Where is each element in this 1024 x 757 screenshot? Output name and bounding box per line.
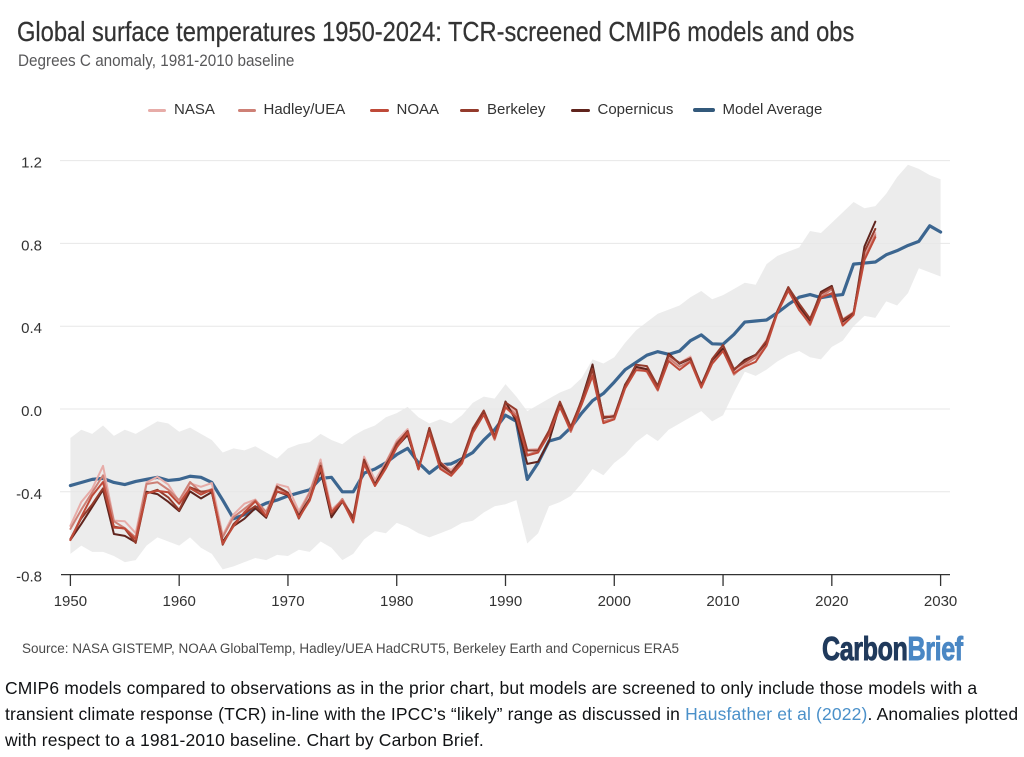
svg-text:2000: 2000 xyxy=(598,593,631,610)
svg-text:1980: 1980 xyxy=(380,593,413,610)
svg-text:0.4: 0.4 xyxy=(21,320,42,337)
svg-text:0.8: 0.8 xyxy=(21,237,42,254)
svg-text:0.0: 0.0 xyxy=(21,403,42,420)
svg-text:2020: 2020 xyxy=(815,593,848,610)
svg-text:2010: 2010 xyxy=(706,593,739,610)
svg-text:1950: 1950 xyxy=(54,593,87,610)
svg-text:1990: 1990 xyxy=(489,593,522,610)
svg-text:-0.8: -0.8 xyxy=(16,569,42,586)
svg-text:1.2: 1.2 xyxy=(21,155,42,172)
svg-text:1960: 1960 xyxy=(162,593,195,610)
svg-text:1970: 1970 xyxy=(271,593,304,610)
svg-text:2030: 2030 xyxy=(924,593,957,610)
svg-text:-0.4: -0.4 xyxy=(16,486,42,503)
